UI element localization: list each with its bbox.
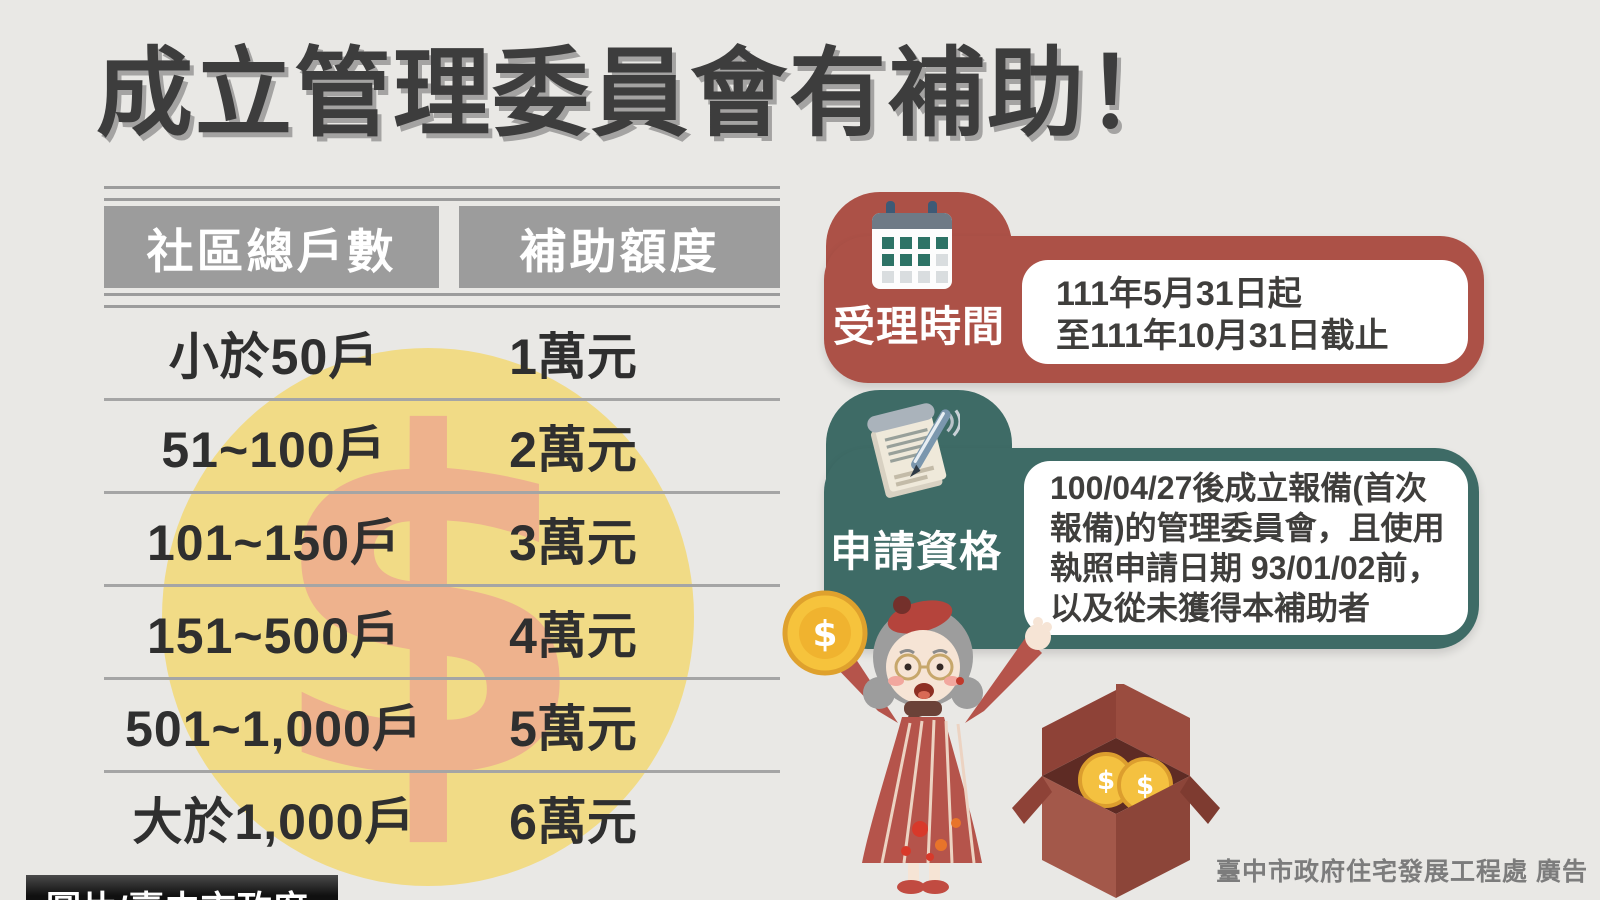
coin-box-illustration: $ $: [1012, 684, 1220, 898]
subsidy-cell: 1萬元: [509, 329, 637, 385]
subsidy-cell: 5萬元: [509, 701, 637, 757]
eligibility-line-4: 以及從未獲得本補助者: [1050, 590, 1371, 626]
coin-icon: $: [782, 590, 868, 676]
households-cell: 101~150戶: [146, 515, 402, 571]
eligibility-line-2: 報備)的管理委員會，且使用: [1050, 510, 1445, 546]
table-row: 501~1,000戶 5萬元: [104, 680, 780, 773]
table-row: 51~100戶 2萬元: [104, 401, 780, 494]
acceptance-line-1: 111年5月31日起: [1056, 275, 1302, 313]
acceptance-period-text: 111年5月31日起 至111年10月31日截止: [1022, 260, 1468, 364]
table-row: 101~150戶 3萬元: [104, 494, 780, 587]
table-header-rule: [104, 293, 780, 308]
households-cell: 小於50戶: [168, 329, 380, 385]
subsidy-cell: 4萬元: [509, 608, 637, 664]
households-cell: 501~1,000戶: [125, 701, 423, 757]
document-pen-icon: [867, 403, 960, 498]
households-cell: 51~100戶: [161, 422, 387, 478]
subsidy-cell: 3萬元: [509, 515, 637, 571]
eligibility-card-label: 申請資格: [829, 528, 1002, 575]
eligibility-line-1: 100/04/27後成立報備(首次: [1050, 470, 1428, 506]
dollar-sign-icon: $: [264, 336, 592, 884]
column-header-subsidy: 補助額度: [459, 206, 780, 288]
eligibility-text: 100/04/27後成立報備(首次 報備)的管理委員會，且使用 執照申請日期 9…: [1024, 461, 1468, 635]
advertiser-credit: 臺中市政府住宅發展工程處 廣告: [1216, 858, 1588, 886]
acceptance-line-2: 至111年10月31日截止: [1056, 317, 1389, 355]
column-header-households: 社區總戶數: [104, 206, 439, 288]
svg-text:$: $: [1136, 771, 1154, 801]
subsidy-cell: 6萬元: [509, 794, 637, 850]
calendar-icon: [872, 201, 952, 289]
households-cell: 大於1,000戶: [132, 794, 416, 850]
households-cell: 151~500戶: [146, 608, 402, 664]
dollar-circle-illustration: $: [162, 348, 694, 886]
subsidy-table: 社區總戶數 補助額度 小於50戶 1萬元 51~100戶 2萬元 101~150…: [104, 186, 780, 863]
eligibility-line-3: 執照申請日期 93/01/02前，: [1050, 550, 1440, 586]
svg-text:$: $: [812, 614, 837, 655]
table-body: 小於50戶 1萬元 51~100戶 2萬元 101~150戶 3萬元 151~5…: [104, 308, 780, 863]
acceptance-card-label: 受理時間: [832, 303, 1005, 350]
subsidy-cell: 2萬元: [509, 422, 637, 478]
grandma-with-coin-illustration: $: [782, 590, 1052, 894]
table-row: 小於50戶 1萬元: [104, 308, 780, 401]
table-top-rule: [104, 186, 780, 201]
table-row: 大於1,000戶 6萬元: [104, 773, 780, 863]
table-header-row: 社區總戶數 補助額度: [104, 206, 780, 288]
page-title: 成立管理委員會有補助！: [96, 39, 1185, 148]
svg-text:$: $: [1097, 766, 1115, 796]
table-row: 151~500戶 4萬元: [104, 587, 780, 680]
image-credit-badge: 圖片/臺中市政府: [26, 875, 338, 900]
